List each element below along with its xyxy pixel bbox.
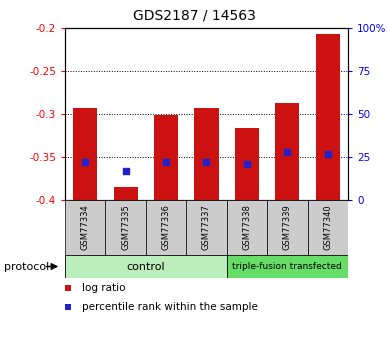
Bar (227, 255, 348, 278)
Bar (106, 200, 146, 255)
Bar (267, 200, 308, 255)
Text: GSM77334: GSM77334 (81, 204, 90, 250)
Bar (154, 115, 178, 200)
Text: GDS2187 / 14563: GDS2187 / 14563 (133, 9, 255, 23)
Text: log ratio: log ratio (83, 283, 126, 293)
Bar (73, 108, 97, 200)
Text: GSM77339: GSM77339 (283, 204, 292, 250)
Point (123, 168, 129, 174)
Bar (227, 200, 267, 255)
Bar (308, 200, 348, 255)
Point (244, 161, 250, 167)
Point (325, 151, 331, 156)
Text: GSM77338: GSM77338 (242, 204, 251, 250)
Text: triple-fusion transfected: triple-fusion transfected (232, 262, 342, 271)
Text: GSM77336: GSM77336 (161, 204, 171, 250)
Point (82, 159, 88, 165)
Point (284, 149, 291, 155)
Point (163, 159, 169, 165)
Text: GSM77340: GSM77340 (323, 204, 332, 250)
Point (203, 159, 210, 165)
Bar (235, 128, 259, 200)
Bar (146, 200, 186, 255)
Text: GSM77335: GSM77335 (121, 204, 130, 250)
Bar (65, 255, 227, 278)
Bar (65, 200, 106, 255)
Text: protocol: protocol (4, 262, 49, 272)
Bar (114, 187, 138, 200)
Text: GSM77337: GSM77337 (202, 204, 211, 250)
Bar (275, 103, 300, 200)
Bar (194, 108, 218, 200)
Bar (186, 200, 227, 255)
Bar (316, 34, 340, 200)
Text: control: control (126, 262, 165, 272)
Text: percentile rank within the sample: percentile rank within the sample (83, 302, 258, 312)
